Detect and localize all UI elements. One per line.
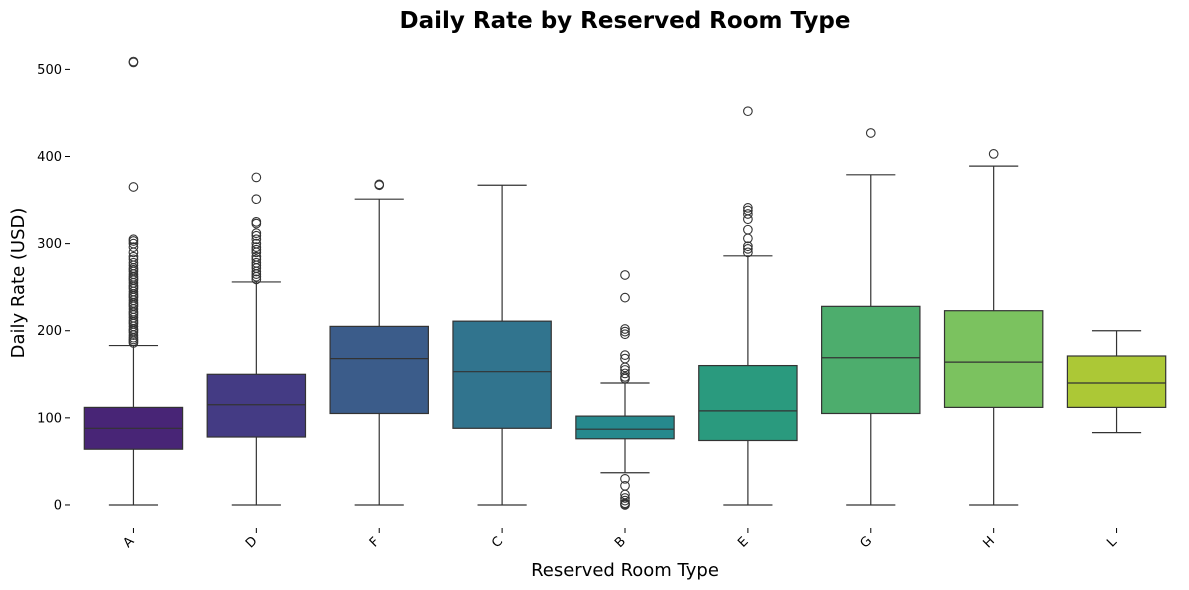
y-tick-label: 400	[37, 150, 62, 165]
outlier-point-b	[620, 368, 630, 379]
outlier-point-e	[743, 106, 753, 117]
box-g	[821, 305, 921, 415]
box-e	[698, 364, 798, 442]
outlier-point-d	[251, 271, 262, 282]
box-c	[452, 320, 552, 429]
outlier-point-d	[251, 274, 262, 285]
box-l	[1066, 355, 1167, 408]
outlier-point-e	[743, 233, 753, 244]
outlier-point-a	[128, 57, 139, 68]
box-h	[943, 310, 1044, 408]
outlier-point-a	[128, 182, 139, 192]
outlier-point-b	[620, 362, 630, 373]
outlier-point-a	[128, 236, 139, 246]
x-tick-label-b: B	[612, 534, 629, 551]
x-tick-label-g: G	[857, 534, 875, 552]
x-tick-label-c: C	[489, 534, 506, 551]
outlier-point-d	[251, 266, 262, 277]
outlier-point-e	[743, 247, 753, 258]
outlier-point-f	[374, 180, 385, 191]
outlier-point-d	[251, 269, 262, 279]
outlier-point-d	[251, 244, 262, 255]
x-tick-label-d: D	[243, 534, 261, 552]
y-tick-label: 500	[37, 63, 62, 78]
outlier-point-d	[251, 234, 262, 245]
outlier-point-b	[620, 500, 630, 510]
outlier-point-b	[620, 473, 630, 484]
x-axis-label: Reserved Room Type	[531, 560, 719, 581]
outlier-point-e	[743, 203, 753, 213]
outlier-point-a	[128, 242, 139, 252]
box-f	[329, 325, 429, 415]
outlier-point-b	[620, 350, 630, 360]
outlier-point-e	[743, 241, 753, 252]
plot-area: 0 100 200 300 400 500 A D F C B E G H L	[37, 56, 1167, 552]
outlier-point-h	[988, 149, 999, 159]
outlier-point-d	[251, 218, 262, 229]
x-tick-label-e: E	[735, 534, 751, 550]
outlier-point-a	[128, 338, 139, 348]
y-tick-label: 100	[37, 411, 62, 426]
box-b	[575, 415, 675, 440]
chart-title: Daily Rate by Reserved Room Type	[400, 8, 851, 34]
outlier-point-d	[251, 228, 262, 239]
outlier-point-e	[743, 209, 753, 219]
outlier-point-e	[743, 243, 753, 254]
x-tick-label-a: A	[121, 534, 138, 551]
outlier-point-e	[743, 224, 753, 235]
outlier-point-b	[620, 326, 630, 337]
x-tick-label-h: H	[980, 534, 998, 552]
y-tick-label: 300	[37, 237, 62, 252]
outlier-point-b	[620, 373, 630, 384]
outlier-point-d	[251, 247, 262, 258]
y-axis-label: Daily Rate (USD)	[8, 208, 29, 359]
outlier-point-b	[620, 493, 630, 503]
outlier-point-d	[251, 230, 262, 241]
x-tick-label-f: F	[367, 535, 383, 551]
outlier-point-b	[620, 495, 630, 506]
y-tick-label: 200	[37, 324, 62, 339]
outlier-point-b	[620, 324, 630, 334]
outlier-point-d	[251, 172, 262, 183]
outlier-point-d	[251, 242, 262, 252]
outlier-point-b	[620, 270, 630, 280]
y-tick-label: 0	[54, 498, 62, 513]
outlier-point-d	[251, 194, 262, 205]
outlier-point-g	[865, 128, 876, 138]
outlier-point-a	[128, 247, 139, 258]
box-d	[206, 373, 307, 438]
outlier-point-e	[743, 214, 753, 225]
outlier-point-b	[620, 292, 630, 303]
outlier-point-a	[128, 330, 139, 340]
x-tick-label-l: L	[1104, 534, 1120, 550]
outlier-point-b	[620, 329, 630, 340]
